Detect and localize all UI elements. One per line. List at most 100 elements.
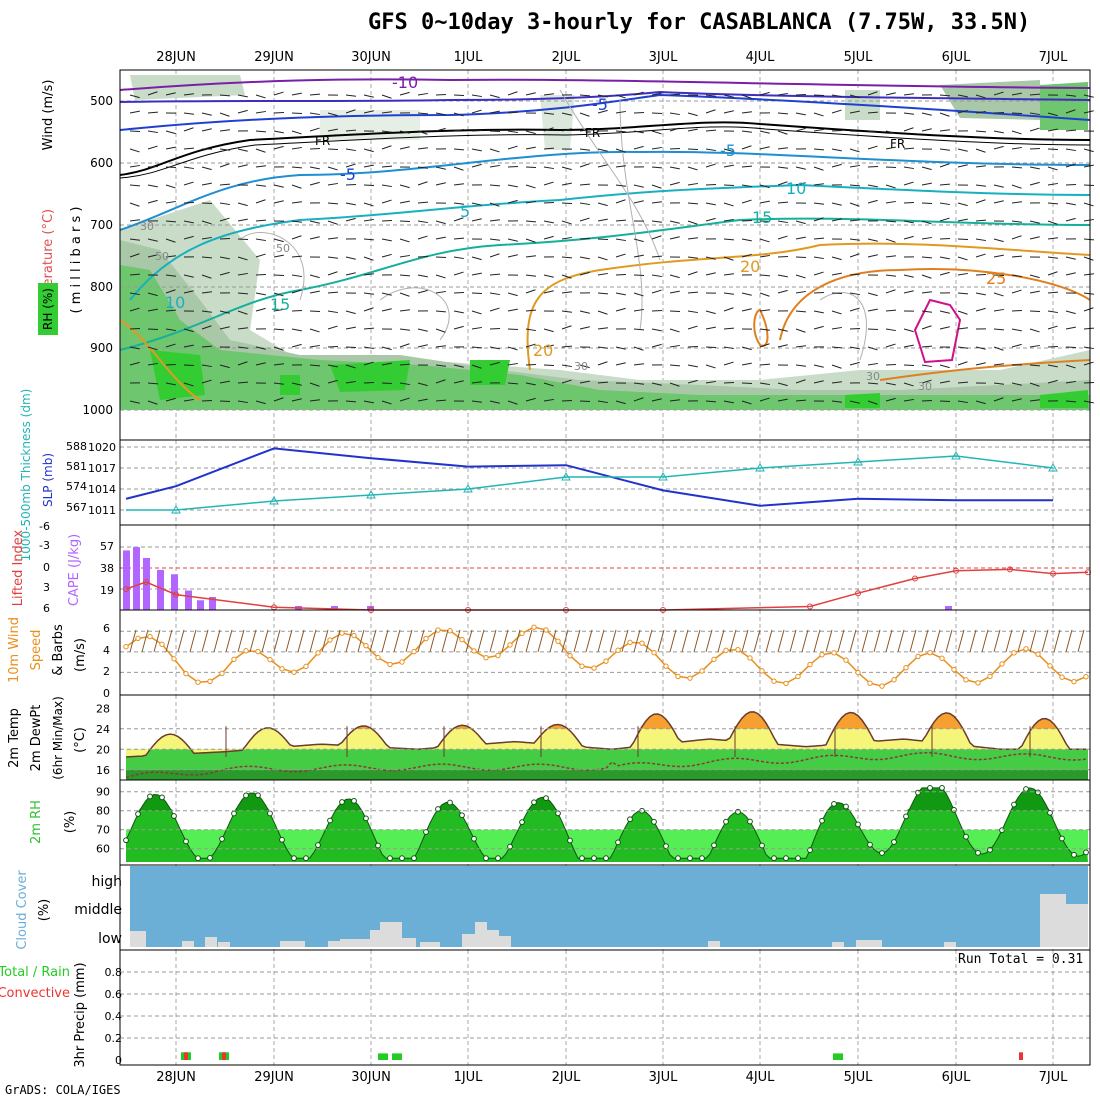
wind-barb — [399, 146, 410, 150]
thickness-ytick: 574 — [66, 480, 87, 493]
wind-barb — [507, 111, 519, 114]
wind-barb — [309, 344, 320, 348]
contour-label: 50 — [276, 242, 290, 255]
wind-speed-marker — [543, 627, 549, 633]
wind-barb — [165, 184, 176, 189]
wind-barb — [759, 343, 770, 348]
wind-barb — [759, 146, 770, 150]
wind-barb — [471, 346, 483, 349]
wind-barb — [633, 184, 644, 188]
cloud-low-bar — [370, 930, 382, 947]
wind-barb — [345, 202, 356, 206]
wind-barb — [1065, 380, 1076, 384]
wind-barb — [1029, 344, 1040, 348]
wind-barb — [543, 344, 554, 348]
cloud-level-label: high — [91, 874, 122, 890]
wind-barb — [309, 328, 320, 333]
wind-barb — [957, 218, 968, 222]
upper-air-ytick: 800 — [90, 280, 113, 294]
rh-marker — [1011, 801, 1017, 808]
wind-speed-marker — [687, 675, 693, 681]
wind-barb — [1029, 236, 1040, 240]
wind-barb — [759, 200, 770, 204]
cape-ytick: 38 — [100, 562, 114, 575]
wind-barb-10m — [1077, 629, 1085, 652]
wind-barb — [1011, 343, 1022, 348]
wind-barb — [777, 255, 789, 258]
wind-barb — [633, 254, 644, 258]
wind-barb — [975, 199, 986, 204]
rh-marker — [447, 799, 453, 806]
wind-barb-10m — [693, 629, 701, 652]
temp-ylabel-2: 2m DewPt — [29, 705, 44, 772]
wind-ylabel-1: 10m Wind — [7, 617, 22, 683]
wind-barb — [417, 289, 428, 294]
wind-barb — [723, 256, 734, 261]
thickness-ytick: 581 — [66, 460, 87, 473]
wind-ytick: 0 — [103, 687, 110, 700]
wind-barb — [543, 127, 554, 132]
wind-barb — [525, 289, 536, 294]
wind-barb — [489, 307, 500, 312]
wind-barb — [1011, 274, 1022, 278]
wind-barb — [507, 382, 519, 385]
wind-barb — [903, 181, 914, 186]
wind-barb — [201, 166, 212, 171]
wind-barb-10m — [201, 629, 209, 652]
cloud-low-bar — [218, 942, 230, 947]
wind-barb — [741, 111, 752, 114]
wind-barb — [381, 219, 393, 222]
wind-barb-10m — [129, 629, 137, 652]
wind-barb — [975, 184, 986, 187]
wind-barb — [273, 184, 284, 188]
wind-speed-marker — [735, 646, 741, 653]
rh2m-panel — [120, 785, 1090, 862]
wind-barb — [543, 274, 554, 278]
wind-barb — [399, 397, 410, 402]
rh-shading — [1040, 82, 1088, 130]
wind-barb — [1047, 310, 1058, 314]
wind-barb — [525, 274, 536, 277]
wind-barb — [237, 346, 248, 349]
wind-barb — [759, 382, 770, 386]
rh-marker — [831, 800, 837, 807]
rh2m-ylabel: 2m RH — [29, 800, 44, 844]
wind-barb — [1083, 94, 1094, 98]
wind-barb-10m — [561, 629, 569, 652]
wind-barb-10m — [297, 629, 305, 652]
wind-barb — [1011, 112, 1023, 115]
wind-barb — [1047, 364, 1058, 368]
wind-barb-10m — [1017, 629, 1025, 652]
page-title: GFS 0~10day 3-hourly for CASABLANCA (7.7… — [368, 10, 1031, 35]
wind-barb — [1047, 325, 1058, 330]
contour-label: -5 — [592, 95, 608, 114]
wind-barb — [1083, 218, 1094, 222]
wind-barb — [381, 184, 392, 188]
thickness-marker — [463, 483, 473, 493]
wind-barb — [147, 165, 159, 168]
wind-barb — [507, 238, 518, 242]
cloud-panel — [130, 866, 1088, 947]
contour-label: 15 — [270, 295, 290, 314]
wind-barb-10m — [717, 629, 725, 652]
wind-barb — [129, 307, 140, 312]
wind-barb — [705, 346, 717, 349]
rh-marker — [519, 819, 525, 826]
x-axis-label-bottom: 28JUN — [156, 1070, 196, 1085]
wind-barb — [309, 220, 320, 224]
rh-marker — [339, 799, 345, 805]
wind-barb — [651, 398, 662, 402]
wind-barb — [327, 128, 338, 132]
wind-barb — [795, 127, 806, 132]
wind-barb — [921, 399, 933, 402]
wind-barb — [201, 345, 213, 348]
wind-barb — [759, 184, 770, 189]
contour-label: -5 — [340, 165, 356, 184]
wind-barb — [687, 237, 698, 240]
upper-air-panel — [119, 75, 1095, 411]
wind-barb — [237, 361, 248, 366]
wind-barb — [939, 217, 950, 222]
wind-barb — [1083, 110, 1094, 114]
wind-speed-marker — [327, 637, 333, 643]
wind-barb — [687, 364, 698, 368]
